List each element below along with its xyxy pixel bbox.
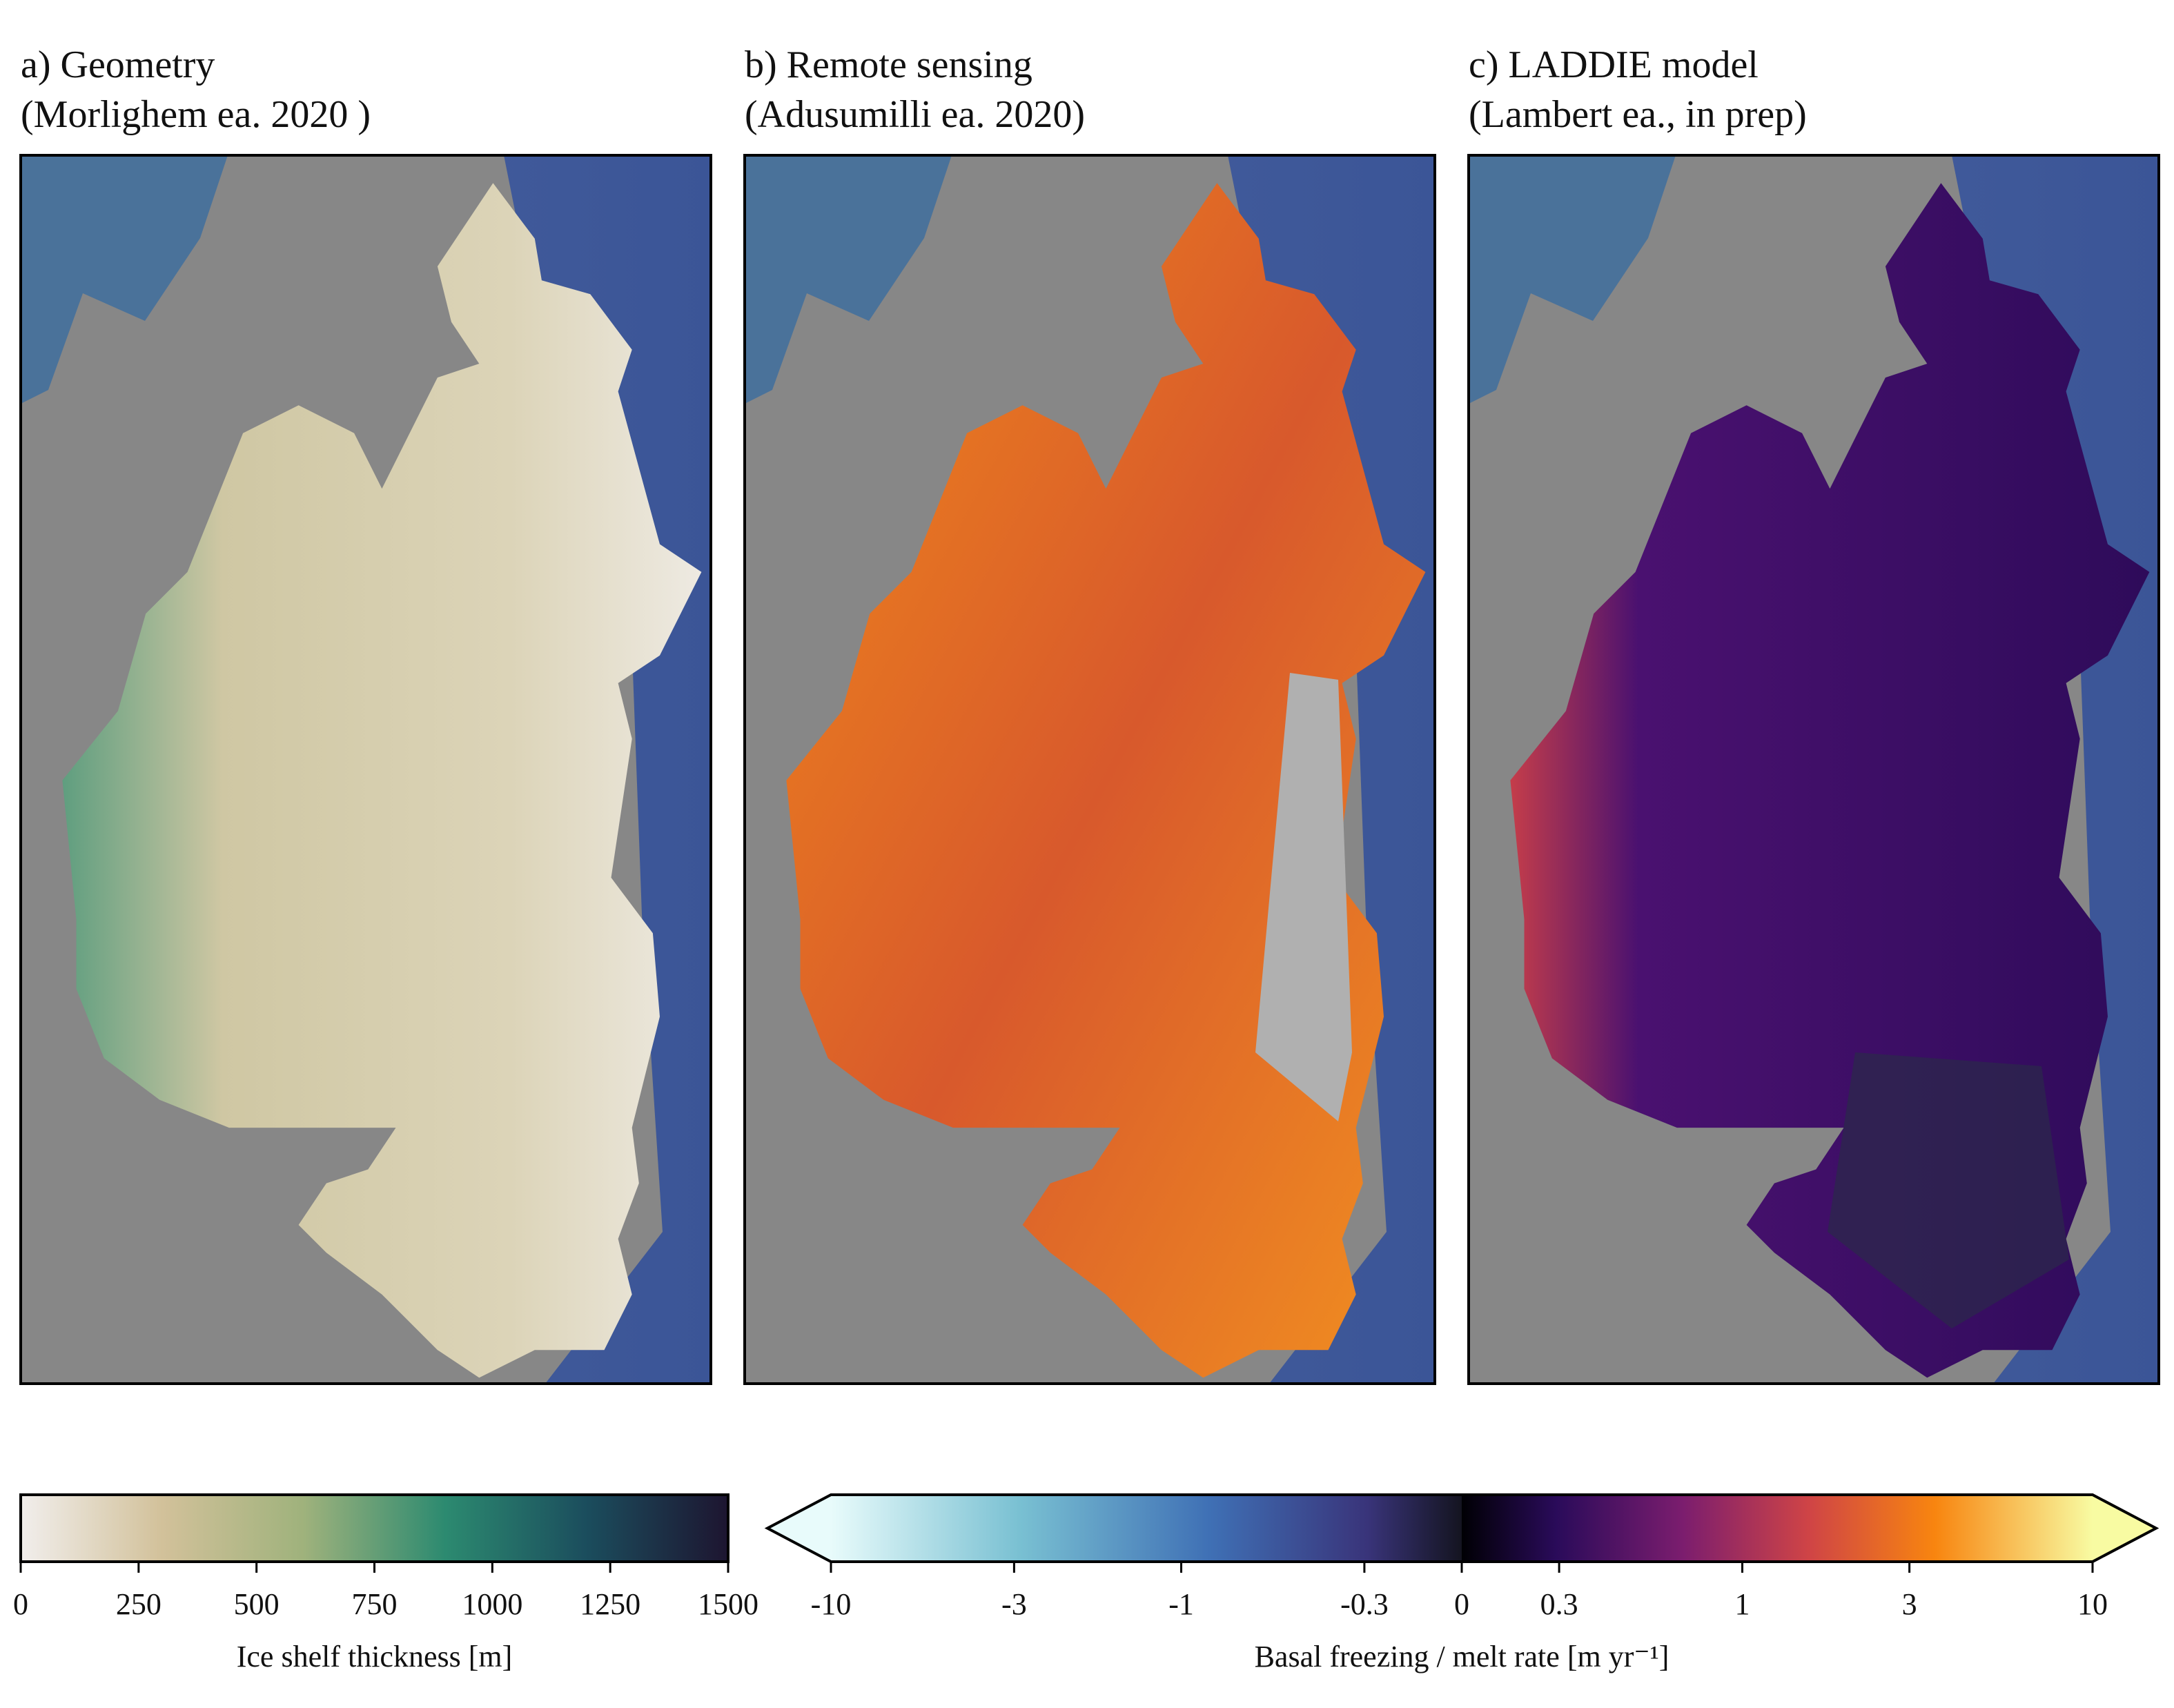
panel-title: b) Remote sensing [745,43,1032,86]
tick-label: -1 [1168,1587,1194,1621]
colorbar-label: Ice shelf thickness [m] [237,1640,513,1673]
tick-label: 250 [116,1587,161,1621]
colorbar [19,1493,729,1563]
ice-shelf [62,183,702,1378]
tick-label: 10 [2077,1587,2108,1621]
colorbar-extend-low [767,1495,831,1562]
panel-frame [19,154,712,1385]
no-data-region [1255,673,1352,1121]
panel-subtitle: (Lambert ea., in prep) [1469,93,1807,136]
tick-label: 1250 [580,1587,640,1621]
tick-label: 3 [1902,1587,1917,1621]
tick-label: 0 [1454,1587,1469,1621]
coast-blue [21,155,228,404]
colorbar-extend-high [2093,1495,2156,1562]
tick-label: 750 [352,1587,398,1621]
ice-shelf [786,183,1426,1378]
tick-label: 500 [234,1587,280,1621]
coast-blue [1469,155,1676,404]
tick-label: 1 [1734,1587,1750,1621]
coast-blue [745,155,952,404]
colorbar-positive [1462,1495,2093,1562]
panel-subtitle: (Adusumilli ea. 2020) [745,93,1085,136]
panel-title: a) Geometry [21,43,215,86]
freezing-region [1828,1052,2069,1328]
tick-label: 0.3 [1540,1587,1578,1621]
panel-frame [743,154,1436,1385]
tick-label: 0 [13,1587,28,1621]
colorbar-label: Basal freezing / melt rate [m yr⁻¹] [1255,1640,1669,1673]
colorbar-negative [831,1495,1462,1562]
tick-label: -0.3 [1340,1587,1389,1621]
tick-label: 1500 [698,1587,758,1621]
tick-label: -10 [811,1587,852,1621]
panel-title: c) LADDIE model [1469,43,1759,86]
panel-frame [1467,154,2160,1385]
panel-subtitle: (Morlighem ea. 2020 ) [21,93,371,136]
tick-label: -3 [1001,1587,1027,1621]
tick-label: 1000 [462,1587,522,1621]
